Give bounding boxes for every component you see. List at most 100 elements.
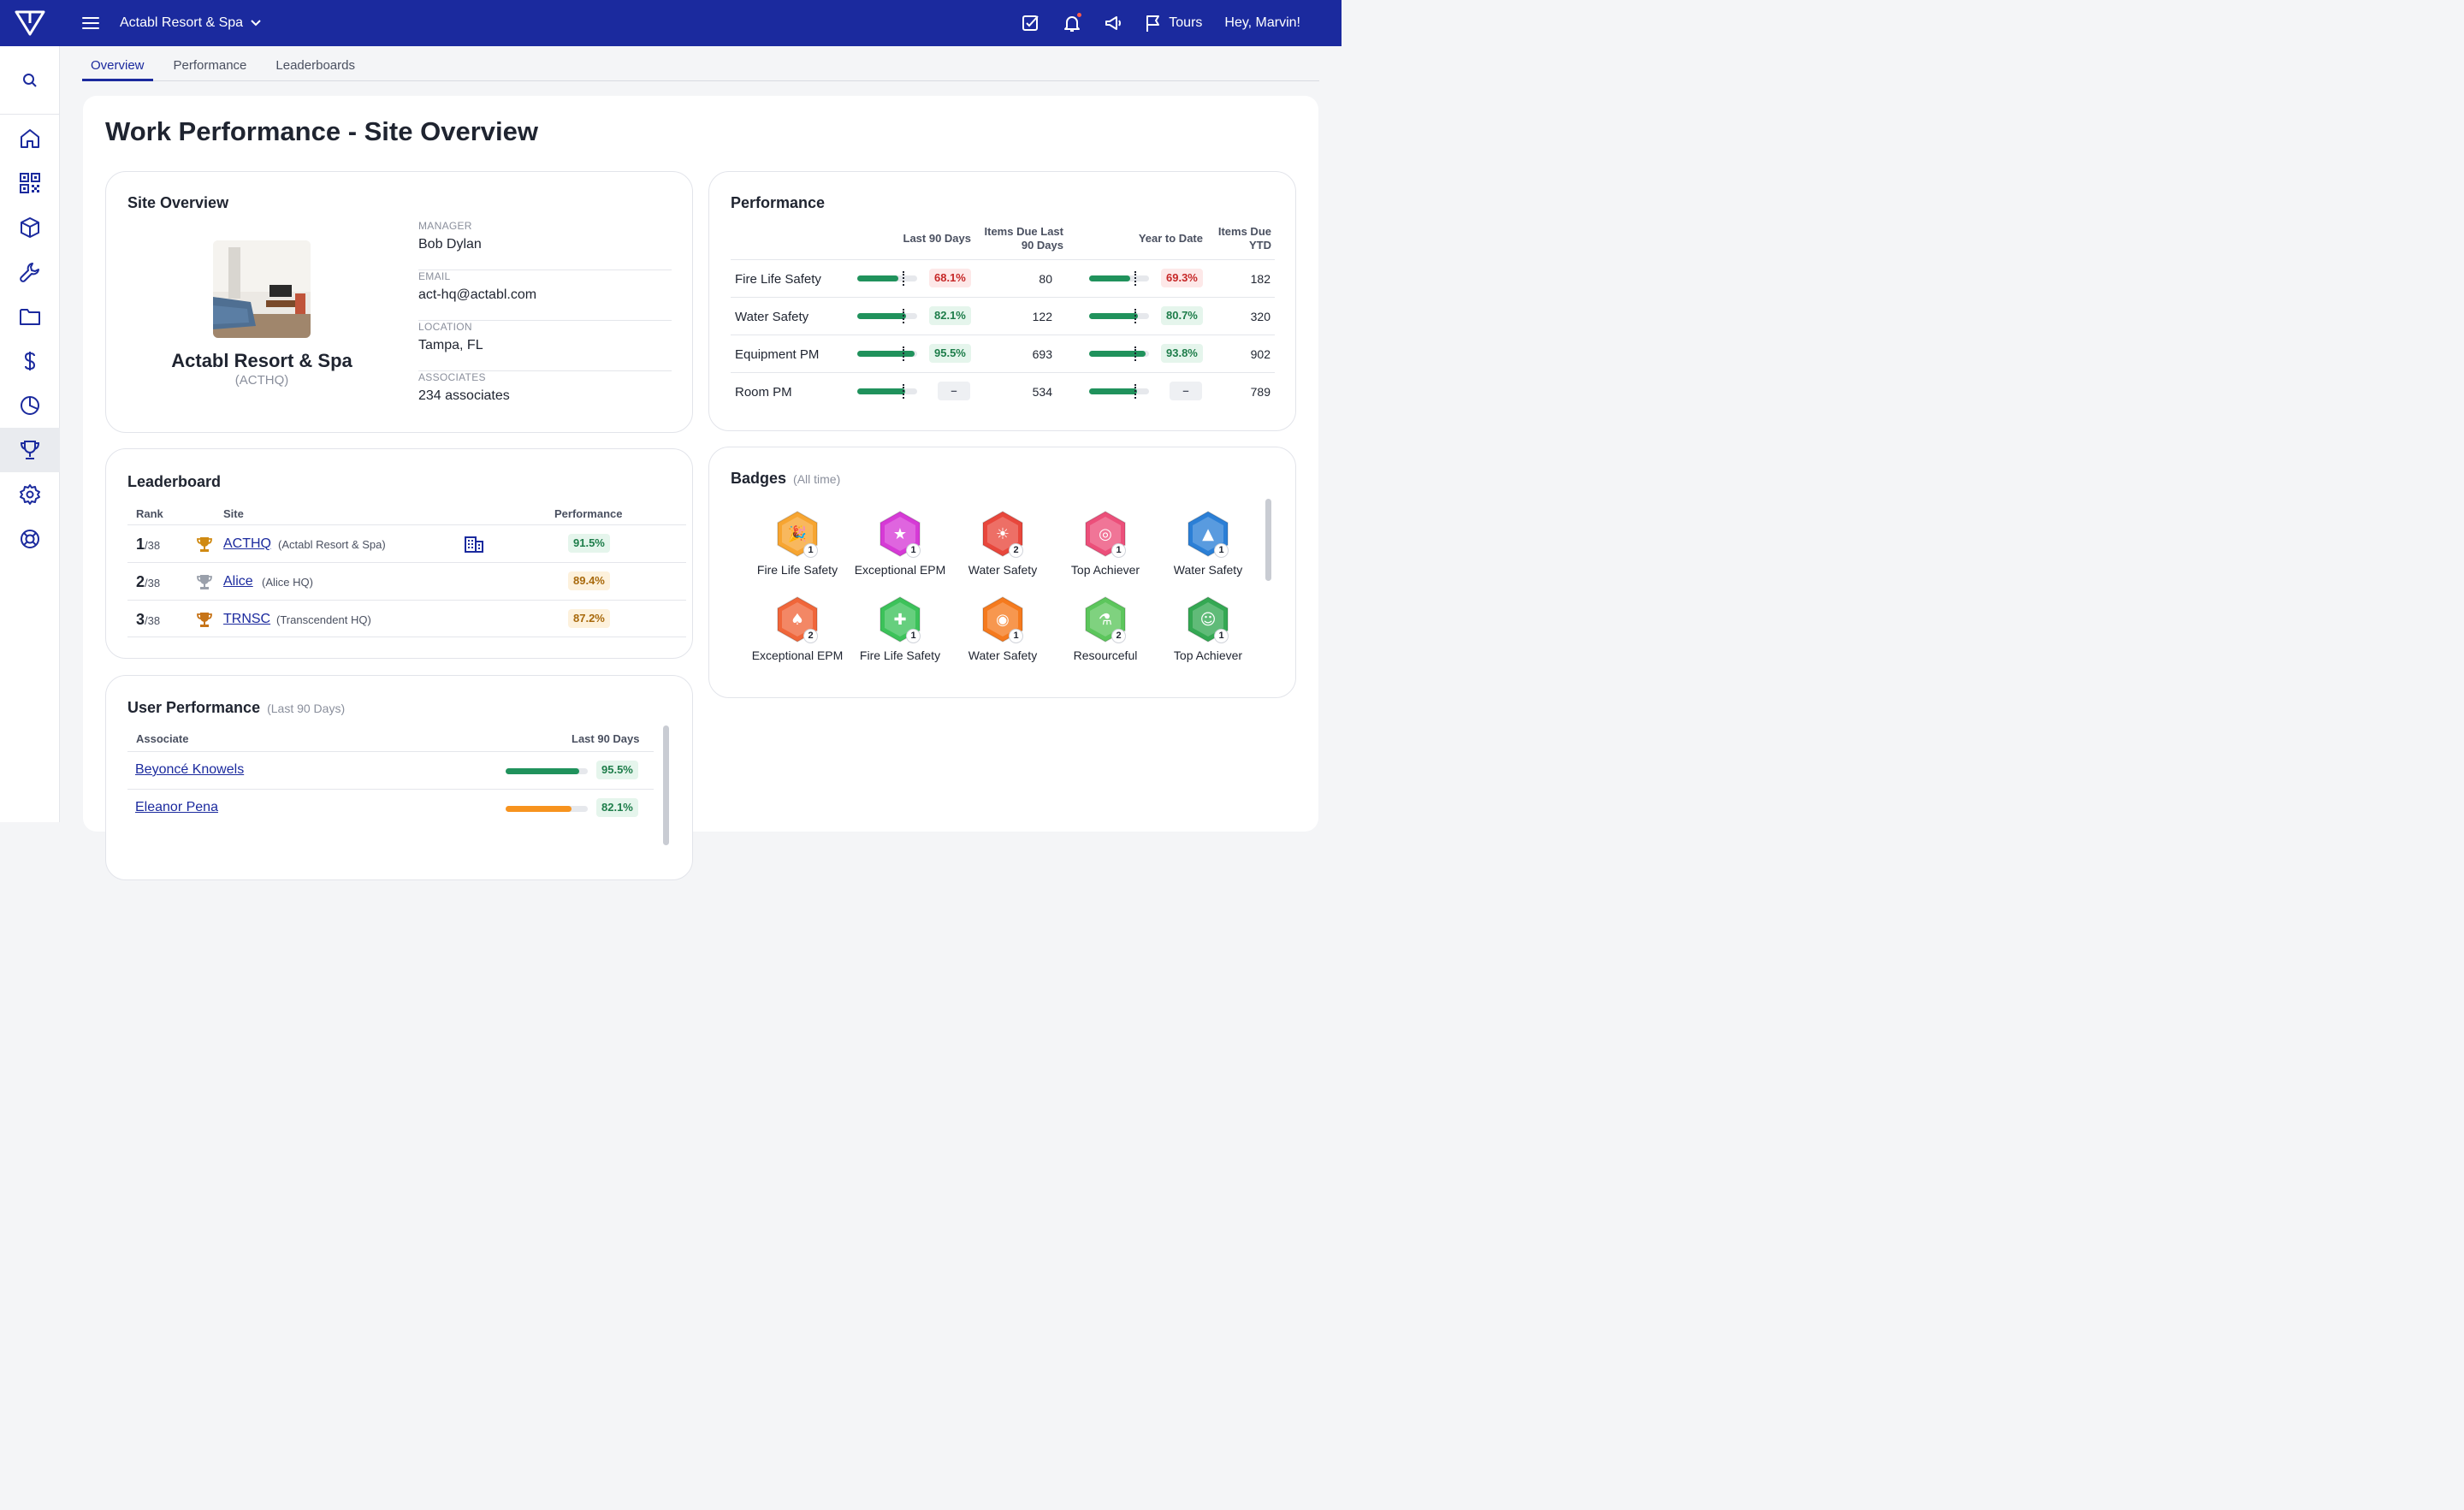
header-performance: Performance <box>554 507 623 520</box>
tab-leaderboards[interactable]: Leaderboards <box>275 58 355 73</box>
performance-row: Fire Life Safety 68.1% 80 69.3% 182 <box>731 259 1275 297</box>
svg-text:◎: ◎ <box>1099 525 1112 543</box>
items-due-value: 320 <box>1250 310 1270 323</box>
cube-icon <box>21 217 39 238</box>
badge-label: Resourceful <box>1073 648 1138 662</box>
trophy-icon <box>196 611 213 628</box>
rank-total: /38 <box>145 539 161 552</box>
badge-count: 2 <box>1111 629 1126 643</box>
progress-bar-fill <box>1089 388 1137 394</box>
progress-bar-fill <box>506 806 572 812</box>
location-value: Tampa, FL <box>418 338 483 352</box>
menu-icon[interactable] <box>82 17 99 29</box>
percent-badge: – <box>938 382 970 400</box>
site-switcher[interactable]: Actabl Resort & Spa <box>120 15 262 31</box>
percent-badge: 69.3% <box>1161 269 1203 287</box>
dollar-icon <box>24 352 36 370</box>
site-link[interactable]: TRNSC <box>223 612 271 626</box>
badge-item[interactable]: ▲ 1 Water Safety <box>1157 510 1259 577</box>
badge-item[interactable]: ✚ 1 Fire Life Safety <box>849 595 951 662</box>
progress-bar <box>857 309 917 323</box>
user-row: Beyoncé Knowels 95.5% <box>127 751 654 789</box>
badge-item[interactable]: ♠ 2 Exceptional EPM <box>746 595 849 662</box>
sidebar-item-reports[interactable] <box>0 383 60 428</box>
party-icon: 🎉 1 <box>775 510 820 558</box>
performance-row: Equipment PM 95.5% 693 93.8% 902 <box>731 335 1275 372</box>
badge-item[interactable]: 🎉 1 Fire Life Safety <box>746 510 849 577</box>
qr-code-icon <box>20 173 40 193</box>
performance-badge: 87.2% <box>568 609 610 628</box>
cards-icon: ♠ 2 <box>775 595 820 643</box>
badge-label: Water Safety <box>1173 563 1243 577</box>
badge-item[interactable]: ★ 1 Exceptional EPM <box>849 510 951 577</box>
tours-button[interactable]: Tours <box>1145 14 1202 33</box>
performance-title: Performance <box>731 194 826 211</box>
sidebar-item-assets[interactable] <box>0 205 60 250</box>
badge-count: 1 <box>803 543 818 558</box>
sidebar-item-finance[interactable] <box>0 339 60 383</box>
site-overview-card: Site Overview Actabl Resort & Spa (ACTHQ… <box>105 171 693 433</box>
badges-subtitle: (All time) <box>793 472 841 486</box>
site-link[interactable]: ACTHQ <box>223 536 271 551</box>
notifications-icon[interactable] <box>1063 12 1083 33</box>
header-associate: Associate <box>136 732 189 745</box>
badges-scrollbar[interactable] <box>1265 499 1271 581</box>
rank: 3/38 <box>136 611 160 629</box>
header-ytd: Year to Date <box>1138 232 1203 245</box>
site-switcher-label: Actabl Resort & Spa <box>120 15 244 30</box>
sidebar-item-qr[interactable] <box>0 161 60 205</box>
progress-bar <box>857 271 917 286</box>
performance-row: Water Safety 82.1% 122 80.7% 320 <box>731 297 1275 335</box>
sidebar-item-maintenance[interactable] <box>0 250 60 294</box>
trophy-icon <box>196 573 213 590</box>
sidebar-item-settings[interactable] <box>0 472 60 517</box>
user-performance-subtitle: (Last 90 Days) <box>267 702 346 715</box>
microscope-icon: ⚗ 2 <box>1083 595 1128 643</box>
user-greeting[interactable]: Hey, Marvin! <box>1224 15 1300 30</box>
badge-item[interactable]: ☺ 1 Top Achiever <box>1157 595 1259 662</box>
announcements-icon[interactable] <box>1104 14 1122 33</box>
progress-bar-fill <box>857 351 915 357</box>
user-link[interactable]: Eleanor Pena <box>135 800 218 814</box>
tab-performance[interactable]: Performance <box>173 58 247 73</box>
user-link[interactable]: Beyoncé Knowels <box>135 762 245 777</box>
lifebuoy-icon <box>21 530 39 548</box>
performance-row-label: Fire Life Safety <box>735 272 821 287</box>
badge-label: Exceptional EPM <box>854 563 946 577</box>
sidebar-item-files[interactable] <box>0 294 60 339</box>
sidebar-search[interactable] <box>0 46 59 115</box>
progress-bar-fill <box>506 768 579 774</box>
badge-item[interactable]: ◎ 1 Top Achiever <box>1054 510 1157 577</box>
lifebuoy-icon: ◉ 1 <box>980 595 1025 643</box>
badge-item[interactable]: ◉ 1 Water Safety <box>951 595 1054 662</box>
tab-overview[interactable]: Overview <box>82 46 153 81</box>
manager-field: MANAGER Bob Dylan <box>418 220 672 270</box>
sidebar-item-home[interactable] <box>0 116 60 161</box>
sidebar-item-performance[interactable] <box>0 428 60 472</box>
user-performance-scrollbar[interactable] <box>663 725 669 845</box>
pie-chart-icon <box>21 396 39 415</box>
header-items-due-90: Items Due Last 90 Days <box>974 225 1063 252</box>
site-link[interactable]: Alice <box>223 574 253 589</box>
home-icon <box>21 129 39 148</box>
rank-number: 3 <box>136 611 145 628</box>
target-marker <box>1134 346 1136 361</box>
manager-value: Bob Dylan <box>418 237 482 252</box>
user-row: Eleanor Pena 82.1% <box>127 789 654 826</box>
associates-value: 234 associates <box>418 388 510 403</box>
target-marker <box>903 271 904 286</box>
badge-item[interactable]: ☀ 2 Water Safety <box>951 510 1054 577</box>
flag-icon <box>1146 15 1160 32</box>
badge-item[interactable]: ⚗ 2 Resourceful <box>1054 595 1157 662</box>
header-items-due-90-line1: Items Due Last <box>984 225 1063 238</box>
target-marker <box>1134 384 1136 399</box>
actabl-logo[interactable] <box>0 0 60 46</box>
tasks-icon[interactable] <box>1022 14 1040 33</box>
svg-text:◉: ◉ <box>996 611 1010 629</box>
rank-number: 1 <box>136 536 145 553</box>
sidebar-item-help[interactable] <box>0 517 60 561</box>
leaderboard-row: 3/38 TRNSC (Transcendent HQ) 87.2% <box>127 600 686 637</box>
rank: 1/38 <box>136 536 160 554</box>
progress-bar <box>506 768 588 774</box>
folder-icon <box>20 309 40 325</box>
